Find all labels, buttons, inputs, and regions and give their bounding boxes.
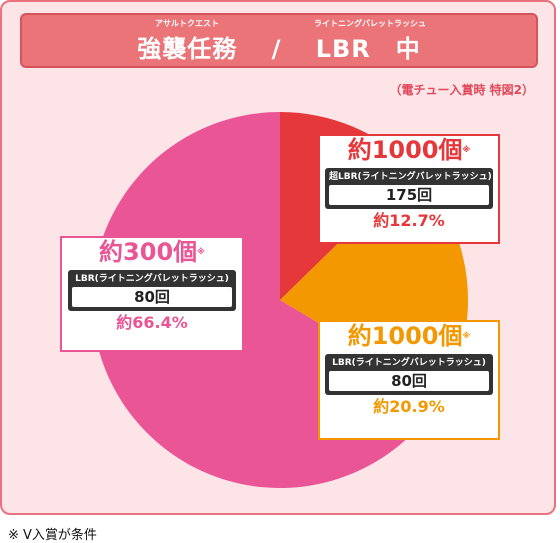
slice-info-box: 超LBR(ライトニングバレットラッシュ) 175回	[325, 168, 493, 209]
slice-label-lbr-300: 約300個※ LBR(ライトニングバレットラッシュ) 80回 約66.4%	[60, 236, 244, 352]
slice-count: 175回	[329, 185, 489, 205]
slice-label-super-lbr: 約1000個※ 超LBR(ライトニングバレットラッシュ) 175回 約12.7%	[318, 134, 500, 244]
slice-info-box: LBR(ライトニングバレットラッシュ) 80回	[68, 270, 236, 311]
slice-percent: 約66.4%	[116, 313, 188, 332]
slice-count: 80回	[72, 287, 232, 307]
slice-count: 80回	[329, 371, 489, 391]
slice-label-lbr-1000: 約1000個※ LBR(ライトニングバレットラッシュ) 80回 約20.9%	[318, 320, 500, 440]
slice-headline-mark: ※	[197, 247, 205, 256]
slice-headline-mark: ※	[462, 331, 471, 340]
footnote: ※ V入賞が条件	[8, 528, 97, 543]
slice-mode-label: 超LBR(ライトニングバレットラッシュ)	[329, 172, 492, 182]
slice-headline-mark: ※	[462, 145, 471, 154]
slice-headline: 約1000個	[347, 322, 463, 350]
ruby-assault-quest: アサルトクエスト	[155, 19, 219, 28]
ruby-lightning-bullet-rush: ライトニングバレットラッシュ	[314, 19, 426, 28]
slice-headline: 約300個	[99, 238, 198, 266]
chart-title: 強襲任務 / LBR 中	[137, 35, 421, 63]
condition-note: （電チュー入賞時 特図2）	[389, 83, 534, 97]
slice-mode-label: LBR(ライトニングバレットラッシュ)	[75, 274, 229, 284]
slice-percent: 約12.7%	[373, 211, 445, 230]
header-banner: アサルトクエスト ライトニングバレットラッシュ 強襲任務 / LBR 中	[20, 13, 538, 68]
slice-percent: 約20.9%	[373, 397, 445, 416]
slice-info-box: LBR(ライトニングバレットラッシュ) 80回	[325, 354, 493, 395]
slice-headline: 約1000個	[347, 136, 463, 164]
slice-mode-label: LBR(ライトニングバレットラッシュ)	[332, 358, 486, 368]
